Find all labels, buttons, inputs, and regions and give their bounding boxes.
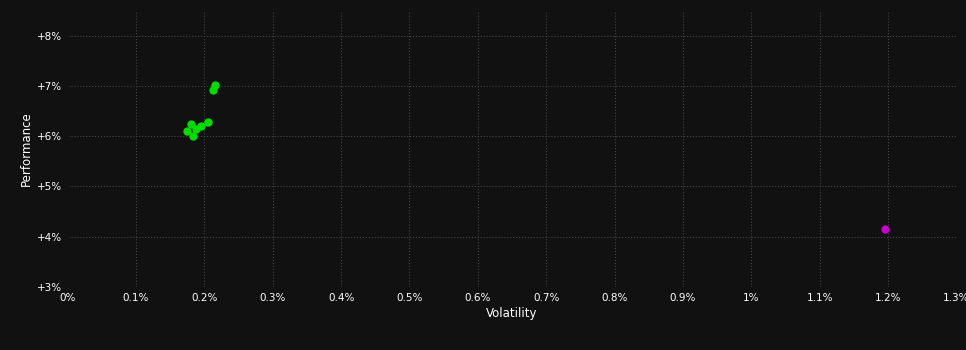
Point (205, 87, 220, 93)
Point (185, 133, 201, 139)
Point (207, 82, 222, 88)
X-axis label: Volatility: Volatility (486, 307, 538, 320)
Point (183, 121, 198, 126)
Y-axis label: Performance: Performance (19, 111, 33, 186)
Point (877, 226, 893, 232)
Point (188, 126, 204, 132)
Point (200, 119, 215, 125)
Point (180, 128, 195, 134)
Point (193, 123, 209, 129)
